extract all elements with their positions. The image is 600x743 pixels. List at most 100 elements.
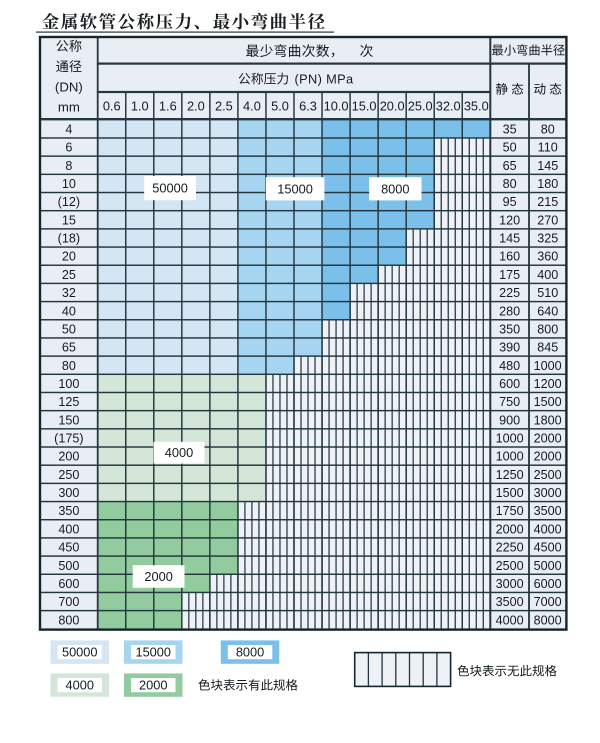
svg-text:845: 845	[537, 341, 558, 355]
svg-text:8000: 8000	[381, 181, 409, 196]
svg-text:8: 8	[65, 159, 72, 173]
svg-text:50000: 50000	[62, 645, 98, 660]
svg-text:5000: 5000	[534, 559, 562, 573]
svg-text:640: 640	[537, 304, 558, 318]
svg-text:3000: 3000	[534, 486, 562, 500]
svg-text:350: 350	[499, 322, 520, 336]
svg-text:(DN): (DN)	[55, 79, 83, 94]
svg-text:2000: 2000	[534, 450, 562, 464]
svg-text:4.0: 4.0	[243, 98, 261, 113]
svg-text:1200: 1200	[534, 377, 562, 391]
svg-text:350: 350	[58, 504, 79, 518]
svg-text:120: 120	[499, 213, 520, 227]
svg-text:180: 180	[537, 177, 558, 191]
svg-text:15000: 15000	[135, 645, 171, 660]
svg-text:225: 225	[499, 286, 520, 300]
svg-text:2500: 2500	[496, 559, 524, 573]
svg-text:10.0: 10.0	[324, 98, 349, 113]
svg-text:50: 50	[62, 322, 76, 336]
svg-text:mm: mm	[58, 99, 80, 114]
svg-text:200: 200	[58, 450, 79, 464]
svg-text:400: 400	[537, 268, 558, 282]
svg-text:40: 40	[62, 304, 76, 318]
svg-text:145: 145	[499, 232, 520, 246]
svg-text:390: 390	[499, 341, 520, 355]
svg-text:215: 215	[537, 195, 558, 209]
svg-text:700: 700	[58, 595, 79, 609]
svg-text:300: 300	[58, 486, 79, 500]
svg-text:5.0: 5.0	[271, 98, 289, 113]
svg-text:6000: 6000	[534, 577, 562, 591]
svg-text:110: 110	[538, 141, 558, 155]
svg-text:65: 65	[503, 159, 517, 173]
svg-text:250: 250	[58, 468, 79, 482]
svg-text:270: 270	[537, 213, 558, 227]
svg-text:800: 800	[537, 322, 558, 336]
svg-text:3500: 3500	[534, 504, 562, 518]
svg-text:145: 145	[537, 159, 558, 173]
svg-text:80: 80	[503, 177, 517, 191]
svg-text:2000: 2000	[534, 432, 562, 446]
svg-text:3500: 3500	[496, 595, 524, 609]
svg-text:50: 50	[503, 141, 517, 155]
svg-text:175: 175	[499, 268, 520, 282]
svg-text:125: 125	[58, 395, 79, 409]
svg-text:450: 450	[58, 541, 79, 555]
svg-text:(12): (12)	[58, 195, 80, 209]
svg-text:160: 160	[499, 250, 520, 264]
svg-text:325: 325	[537, 232, 558, 246]
svg-text:2000: 2000	[144, 569, 172, 584]
svg-text:2000: 2000	[139, 678, 167, 693]
svg-text:500: 500	[58, 559, 79, 573]
svg-text:4000: 4000	[66, 678, 94, 693]
svg-text:6: 6	[65, 141, 72, 155]
svg-text:(175): (175)	[54, 432, 83, 446]
svg-text:7000: 7000	[534, 595, 562, 609]
svg-text:400: 400	[58, 522, 79, 536]
svg-text:2.5: 2.5	[215, 98, 233, 113]
svg-text:1800: 1800	[534, 413, 562, 427]
svg-text:1.0: 1.0	[131, 98, 149, 113]
svg-text:25.0: 25.0	[408, 98, 433, 113]
svg-text:15: 15	[62, 213, 76, 227]
svg-text:20: 20	[62, 250, 76, 264]
svg-text:15000: 15000	[277, 181, 313, 196]
svg-text:65: 65	[62, 341, 76, 355]
svg-text:1000: 1000	[496, 432, 524, 446]
svg-text:0.6: 0.6	[103, 98, 121, 113]
svg-text:1750: 1750	[496, 504, 524, 518]
svg-text:1.6: 1.6	[159, 98, 177, 113]
svg-text:600: 600	[58, 577, 79, 591]
svg-text:150: 150	[58, 413, 79, 427]
svg-text:280: 280	[499, 304, 520, 318]
svg-text:80: 80	[541, 122, 555, 136]
svg-text:4500: 4500	[534, 541, 562, 555]
svg-text:(18): (18)	[58, 232, 80, 246]
svg-text:50000: 50000	[152, 181, 188, 196]
svg-text:1500: 1500	[534, 395, 562, 409]
svg-text:32.0: 32.0	[436, 98, 461, 113]
svg-text:80: 80	[62, 359, 76, 373]
svg-text:(PN) MPa: (PN) MPa	[295, 71, 355, 86]
svg-text:510: 510	[537, 286, 558, 300]
svg-text:4000: 4000	[165, 445, 193, 460]
svg-text:95: 95	[503, 195, 517, 209]
svg-text:4000: 4000	[496, 613, 524, 627]
svg-text:4: 4	[65, 122, 72, 136]
svg-text:35: 35	[503, 122, 517, 136]
svg-text:25: 25	[62, 268, 76, 282]
svg-text:1500: 1500	[496, 486, 524, 500]
svg-text:8000: 8000	[534, 613, 562, 627]
svg-text:35.0: 35.0	[464, 98, 489, 113]
svg-text:4000: 4000	[534, 522, 562, 536]
svg-text:32: 32	[62, 286, 76, 300]
svg-text:10: 10	[62, 177, 76, 191]
svg-text:480: 480	[499, 359, 520, 373]
svg-text:3000: 3000	[496, 577, 524, 591]
svg-text:1000: 1000	[534, 359, 562, 373]
svg-text:2000: 2000	[496, 522, 524, 536]
svg-text:2500: 2500	[534, 468, 562, 482]
svg-text:1250: 1250	[496, 468, 524, 482]
svg-text:100: 100	[58, 377, 79, 391]
svg-text:360: 360	[537, 250, 558, 264]
